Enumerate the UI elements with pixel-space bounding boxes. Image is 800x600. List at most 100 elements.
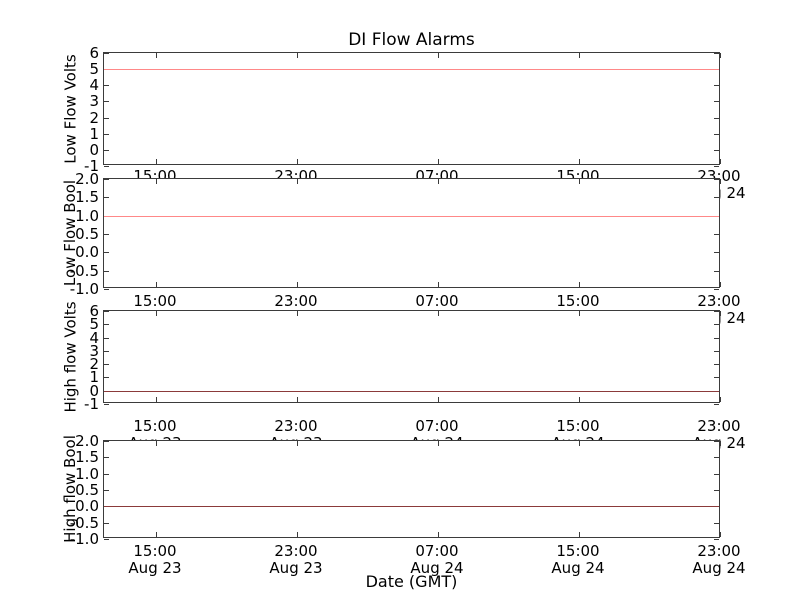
y-tick-mark	[104, 457, 109, 459]
x-tick-mark-top	[297, 311, 298, 316]
y-tick-label: 2	[89, 108, 99, 127]
x-tick-time: 07:00	[415, 417, 459, 435]
y-tick-label: 1.5	[75, 188, 99, 207]
y-tick-label: 1.0	[75, 206, 99, 225]
x-tick-date: Aug 24	[551, 559, 605, 577]
x-tick-mark	[438, 282, 439, 287]
y-tick-mark-right	[714, 441, 719, 442]
y-tick-label: 0.5	[75, 225, 99, 243]
x-axis-title: Date (GMT)	[365, 572, 458, 591]
y-tick-mark-right	[714, 252, 719, 254]
x-tick-mark-top	[297, 53, 298, 58]
x-tick-time: 23:00	[697, 417, 741, 435]
x-tick-mark	[156, 532, 157, 537]
y-tick-label: -0.5	[69, 513, 99, 532]
y-tick-label: -1	[84, 395, 99, 413]
y-tick-mark-right	[714, 133, 719, 135]
y-tick-label: 3	[89, 341, 99, 360]
y-tick-label: 0.5	[75, 481, 99, 499]
x-tick-time: 23:00	[274, 417, 318, 435]
x-tick-mark	[438, 532, 439, 537]
data-line	[104, 69, 719, 71]
x-tick-mark	[579, 397, 580, 402]
y-tick-label: -1	[84, 157, 99, 175]
data-line	[104, 390, 719, 392]
y-tick-mark	[104, 441, 109, 442]
y-tick-mark-right	[714, 234, 719, 235]
x-tick-time: 07:00	[415, 542, 459, 560]
y-tick-mark	[104, 522, 109, 524]
x-tick-mark	[720, 159, 721, 164]
x-tick-mark-top	[579, 441, 580, 446]
x-tick-mark	[579, 159, 580, 164]
y-tick-label: 5	[89, 315, 99, 334]
y-tick-label: 3	[89, 92, 99, 111]
y-tick-mark	[104, 270, 109, 272]
x-tick-mark-top	[297, 179, 298, 184]
x-tick-mark-top	[579, 53, 580, 58]
x-tick-mark-top	[438, 179, 439, 184]
y-tick-mark-right	[714, 404, 719, 405]
y-tick-mark	[104, 539, 109, 540]
x-tick-time: 23:00	[274, 292, 318, 310]
y-tick-mark	[104, 101, 109, 103]
x-tick-mark	[297, 397, 298, 402]
y-tick-mark	[104, 234, 109, 235]
x-tick-time: 23:00	[697, 542, 741, 560]
y-tick-label: -1.0	[69, 280, 99, 298]
y-tick-mark	[104, 490, 109, 491]
y-tick-mark	[104, 179, 109, 180]
x-tick-time: 15:00	[133, 292, 177, 310]
x-tick-mark	[156, 159, 157, 164]
y-tick-label: 0	[89, 140, 99, 159]
y-tick-mark-right	[714, 117, 719, 119]
y-tick-label: 0	[89, 381, 99, 400]
x-tick-mark	[156, 397, 157, 402]
y-tick-mark	[104, 473, 109, 475]
x-tick-mark-top	[438, 441, 439, 446]
y-tick-mark-right	[714, 473, 719, 475]
y-tick-mark-right	[714, 166, 719, 167]
y-tick-label: 4	[89, 328, 99, 347]
x-tick-date: Aug 24	[692, 559, 746, 577]
y-tick-mark-right	[714, 197, 719, 199]
subplot-4: -1.0 -0.5 0.0 0.5 1.0 1.5 2.0	[70, 432, 721, 548]
y-tick-mark	[104, 117, 109, 119]
y-tick-mark-right	[714, 85, 719, 87]
y-tick-mark	[104, 252, 109, 254]
y-tick-mark	[104, 324, 109, 326]
x-tick-mark-top	[156, 53, 157, 58]
subplot-2: -1.0 -0.5 0.0 0.5 1.0 1.5 2.0	[70, 170, 721, 298]
y-tick-mark-right	[714, 270, 719, 272]
page-title: DI Flow Alarms	[348, 30, 475, 50]
y-tick-mark	[104, 364, 109, 366]
x-tick-mark-top	[720, 441, 721, 446]
y-tick-mark-right	[714, 311, 719, 312]
x-tick-time: 15:00	[133, 417, 177, 435]
x-tick-date: Aug 23	[269, 559, 323, 577]
y-tick-label: 1.0	[75, 464, 99, 483]
x-tick-mark-top	[156, 311, 157, 316]
x-tick-mark-top	[720, 179, 721, 184]
y-tick-mark-right	[714, 179, 719, 180]
x-tick-mark	[297, 159, 298, 164]
y-tick-mark-right	[714, 364, 719, 366]
y-tick-mark-right	[714, 490, 719, 491]
y-tick-mark	[104, 377, 109, 379]
x-tick-mark	[579, 532, 580, 537]
y-tick-label: 1	[89, 124, 99, 143]
x-tick-mark-top	[579, 179, 580, 184]
y-tick-label: 6	[89, 302, 99, 320]
y-tick-label: 2	[89, 355, 99, 374]
x-tick-mark-top	[720, 53, 721, 58]
y-tick-mark	[104, 133, 109, 135]
y-tick-label: 6	[89, 44, 99, 62]
x-tick-mark	[438, 159, 439, 164]
subplot-3: -1 0 1 2 3 4 5 6	[84, 302, 721, 413]
x-tick-mark	[720, 282, 721, 287]
y-tick-label: 4	[89, 76, 99, 95]
y-tick-mark	[104, 85, 109, 87]
x-tick-mark	[156, 282, 157, 287]
